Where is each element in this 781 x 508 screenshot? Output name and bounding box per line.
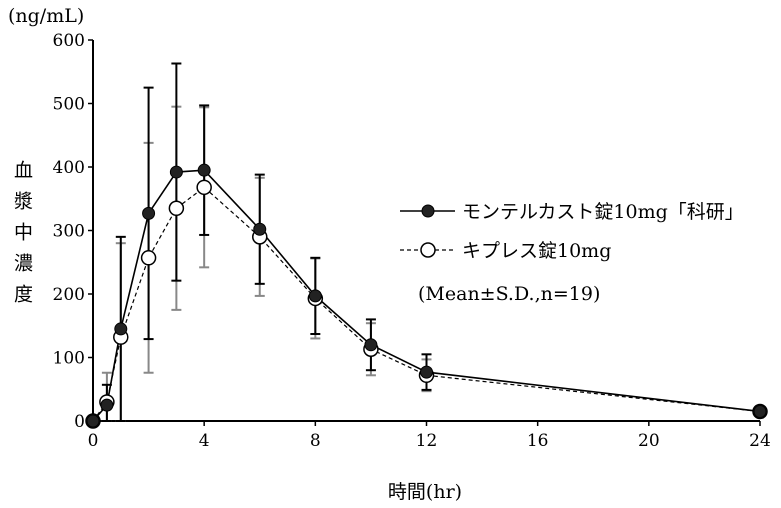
data-point-filled: [753, 404, 767, 418]
x-tick-label: 16: [527, 431, 549, 451]
legend-label-2: キプレス錠10mg: [462, 240, 611, 262]
data-point-filled: [86, 414, 100, 428]
y-axis-label: 血漿中濃度: [11, 160, 33, 315]
y-unit-label: (ng/mL): [8, 5, 84, 27]
y-tick-label: 300: [53, 222, 85, 242]
data-point-filled: [420, 365, 433, 379]
y-tick-label: 0: [74, 412, 85, 432]
series-line-2: [92, 186, 761, 422]
legend-marker-open: [420, 242, 436, 258]
y-tick-label: 500: [53, 95, 85, 115]
data-point-open: [140, 250, 157, 266]
data-point-open: [168, 200, 185, 217]
chart-note: (Mean±S.D.,n=19): [418, 283, 600, 305]
x-tick-label: 8: [310, 431, 321, 451]
data-point-filled: [100, 398, 114, 412]
data-point-filled: [169, 165, 183, 179]
x-tick-label: 4: [199, 431, 210, 451]
y-tick-label: 200: [53, 285, 85, 305]
x-tick-label: 24: [749, 431, 771, 451]
y-tick-label: 100: [53, 349, 85, 369]
data-point-filled: [197, 163, 211, 177]
legend-marker-filled: [421, 204, 435, 218]
y-tick-label: 400: [53, 158, 85, 178]
legend-label-1: モンテルカスト錠10mg「科研」: [462, 201, 744, 223]
y-tick-label: 600: [53, 31, 85, 51]
x-tick-label: 12: [416, 431, 438, 451]
data-point-filled: [253, 222, 267, 236]
data-point-filled: [308, 289, 322, 303]
data-point-filled: [114, 322, 128, 336]
data-point-filled: [364, 338, 378, 352]
legend: モンテルカスト錠10mg「科研」 キプレス錠10mg (Mean±S.D.,n=…: [400, 201, 744, 305]
data-point-open: [196, 179, 212, 196]
x-tick-label: 0: [88, 431, 99, 451]
x-tick-label: 20: [638, 431, 660, 451]
x-axis-label: 時間(hr): [388, 481, 462, 503]
data-point-filled: [142, 206, 156, 220]
